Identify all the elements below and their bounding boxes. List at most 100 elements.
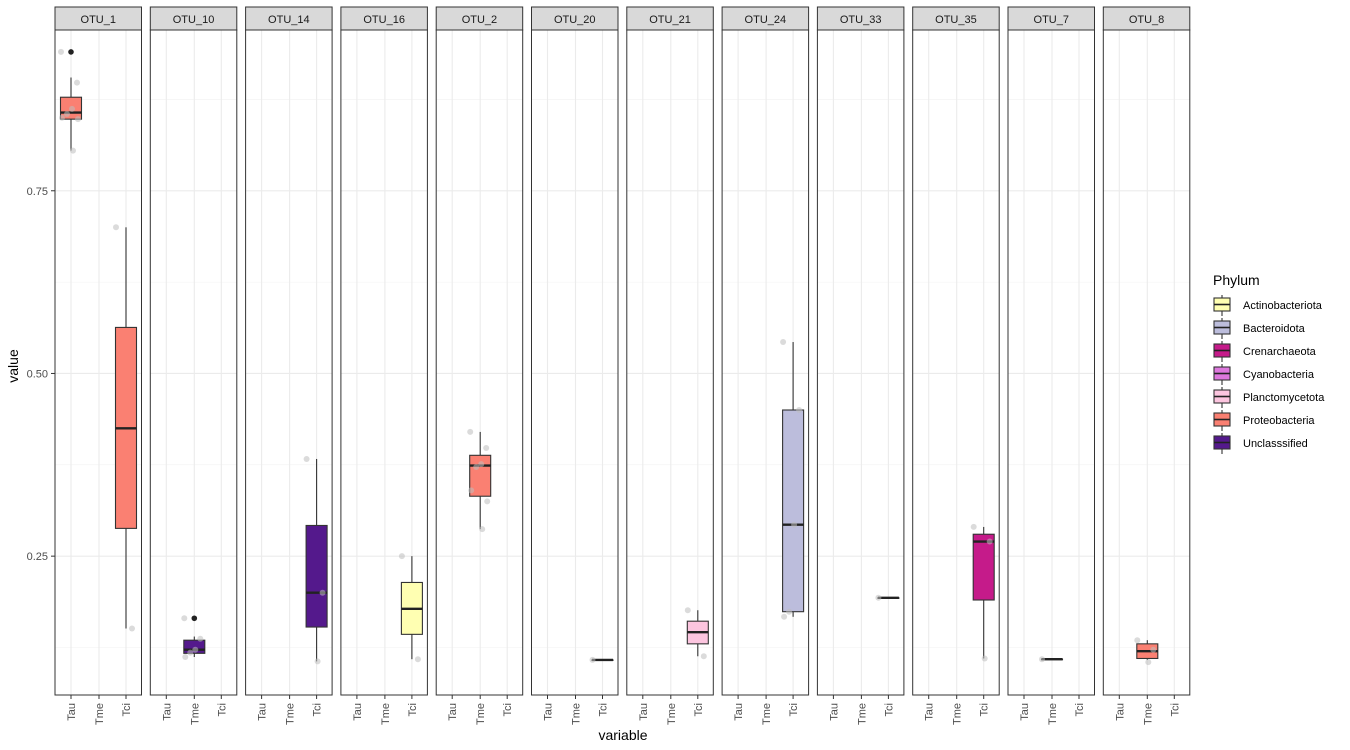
data-point xyxy=(197,635,204,642)
facet-panel-otu-1: OTU_1 Tau Tme Tci xyxy=(54,6,142,725)
box-tme xyxy=(1134,637,1159,666)
data-point xyxy=(786,608,793,615)
facet-panel-otu-16: OTU_16 Tau Tme Tci xyxy=(340,6,428,725)
box-body xyxy=(305,524,328,628)
facet-panels: OTU_1 Tau Tme Tci OTU_10 Tau Tme Tci OTU_14 Tau Tm… xyxy=(54,6,1191,725)
x-tick-label: Tci xyxy=(502,703,514,716)
x-tick-label: Tau xyxy=(66,703,78,721)
legend-key-crenarchaeota: Crenarchaeota xyxy=(1213,341,1317,362)
legend-label: Actinobacteriota xyxy=(1243,300,1323,312)
x-tick-label: Tme xyxy=(189,703,201,725)
data-point xyxy=(319,589,326,596)
data-point xyxy=(58,48,64,55)
data-point xyxy=(70,147,76,154)
facet-panel-otu-2: OTU_2 Tau Tme Tci xyxy=(435,6,524,725)
x-tick-label: Tci xyxy=(407,703,419,716)
data-point xyxy=(467,428,474,435)
panel-background xyxy=(626,30,714,695)
data-point xyxy=(113,224,119,231)
facet-panel-otu-33: OTU_33 Tau Tme Tci xyxy=(816,6,905,725)
panel-border xyxy=(816,29,905,696)
data-point xyxy=(69,105,75,112)
box-tau xyxy=(58,48,83,154)
legend-key-planctomycetota: Planctomycetota xyxy=(1213,387,1325,408)
x-tick-label: Tme xyxy=(1047,703,1059,725)
x-tick-label: Tau xyxy=(1019,703,1031,721)
y-tick-label: 0.75 xyxy=(27,186,48,198)
x-tick-label: Tci xyxy=(312,703,324,716)
facet-strip-label: OTU_2 xyxy=(462,14,497,26)
data-point xyxy=(479,526,486,533)
panel-background xyxy=(531,30,618,695)
outlier-point xyxy=(68,49,74,55)
x-tick-label: Tci xyxy=(693,703,705,716)
x-tick-label: Tci xyxy=(979,703,991,716)
panel-background xyxy=(817,30,904,695)
y-axis-title: value xyxy=(5,349,21,383)
data-point xyxy=(483,445,490,451)
x-tick-label: Tme xyxy=(952,703,964,725)
x-tick-label: Tau xyxy=(257,703,269,721)
x-tick-label: Tme xyxy=(94,703,106,725)
legend-label: Cyanobacteria xyxy=(1243,369,1315,381)
panel-border xyxy=(1102,29,1191,696)
data-point xyxy=(1039,656,1045,663)
facet-strip-label: OTU_20 xyxy=(554,14,596,26)
legend-key-cyanobacteria: Cyanobacteria xyxy=(1213,364,1315,385)
x-tick-label: Tme xyxy=(761,703,773,725)
panel-border xyxy=(1007,29,1095,696)
data-point xyxy=(468,487,475,494)
data-point xyxy=(780,339,787,346)
outlier-point xyxy=(191,615,198,622)
x-tick-label: Tme xyxy=(475,703,487,725)
data-point xyxy=(182,654,189,660)
data-point xyxy=(414,656,421,663)
data-point xyxy=(781,613,788,620)
x-tick-label: Tau xyxy=(733,703,745,721)
data-point xyxy=(303,455,310,462)
data-point xyxy=(192,646,199,653)
facet-strip-label: OTU_8 xyxy=(1129,14,1164,26)
x-tick-label: Tci xyxy=(121,703,133,716)
panel-border xyxy=(626,29,714,696)
data-point xyxy=(1145,659,1152,666)
data-point xyxy=(986,538,993,545)
x-tick-label: Tme xyxy=(1142,703,1154,725)
y-tick-label: 0.50 xyxy=(27,368,48,380)
data-point xyxy=(1134,637,1141,644)
data-point xyxy=(1150,646,1157,653)
x-tick-label: Tci xyxy=(216,703,228,716)
x-tick-label: Tci xyxy=(598,703,610,716)
legend-label: Planctomycetota xyxy=(1243,392,1325,404)
data-point xyxy=(75,116,81,123)
facet-strip-label: OTU_7 xyxy=(1034,14,1069,26)
legend-key-unclasssified: Unclasssified xyxy=(1213,433,1308,454)
data-point xyxy=(74,79,80,86)
data-point xyxy=(700,653,707,660)
facet-panel-otu-10: OTU_10 Tau Tme Tci xyxy=(149,6,238,725)
x-tick-label: Tau xyxy=(924,703,936,721)
x-tick-label: Tau xyxy=(543,703,555,721)
box-body xyxy=(782,409,805,613)
box-tci xyxy=(780,339,805,620)
x-tick-label: Tme xyxy=(856,703,868,725)
legend-key-proteobacteria: Proteobacteria xyxy=(1213,410,1315,431)
x-tick-label: Tau xyxy=(447,703,459,721)
x-axis-title: variable xyxy=(598,727,647,743)
panel-border xyxy=(435,29,524,696)
facet-strip-label: OTU_33 xyxy=(840,14,882,26)
panel-border xyxy=(245,29,333,696)
data-point xyxy=(473,464,480,470)
legend-label: Crenarchaeota xyxy=(1243,346,1317,358)
legend-label: Unclasssified xyxy=(1243,438,1308,450)
data-point xyxy=(589,656,596,663)
panel-border xyxy=(340,29,428,696)
data-point xyxy=(684,607,691,614)
facet-panel-otu-7: OTU_7 Tau Tme Tci xyxy=(1007,6,1095,725)
data-point xyxy=(981,655,988,662)
x-tick-label: Tci xyxy=(1169,703,1181,716)
panel-border xyxy=(721,29,810,696)
x-tick-label: Tci xyxy=(883,703,895,716)
x-tick-label: Tme xyxy=(380,703,392,725)
